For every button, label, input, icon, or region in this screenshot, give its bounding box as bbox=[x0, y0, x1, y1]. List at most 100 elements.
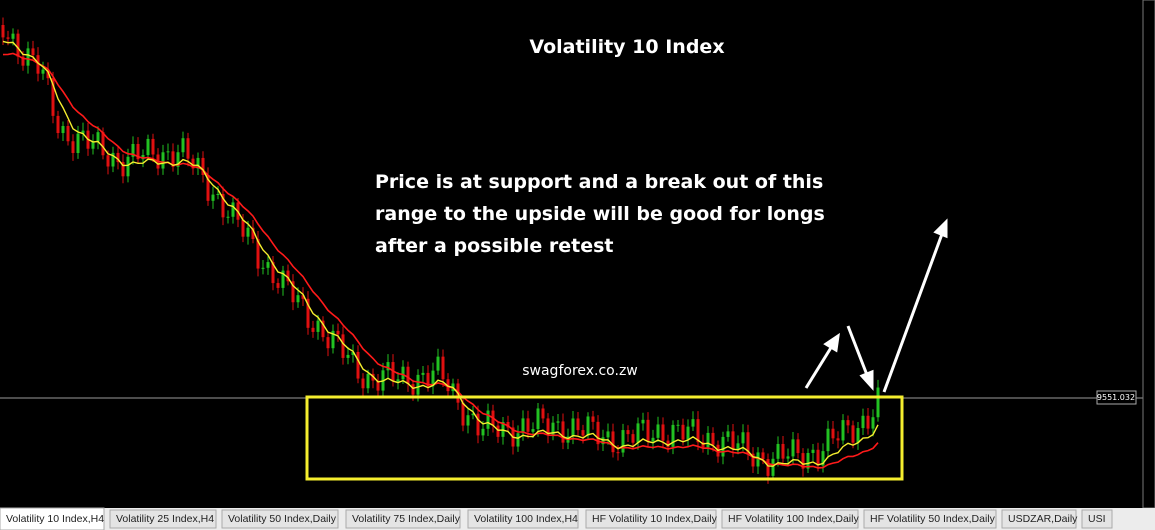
tab[interactable] bbox=[721, 509, 859, 529]
candle-body bbox=[636, 423, 640, 443]
candle-body bbox=[406, 366, 410, 385]
candle-body bbox=[481, 428, 485, 436]
tab-label[interactable]: USI bbox=[1088, 513, 1106, 525]
candle-body bbox=[136, 143, 140, 160]
candle-body bbox=[231, 202, 235, 217]
candle-body bbox=[421, 372, 425, 375]
tab-label[interactable]: Volatility 100 Index,H4 bbox=[474, 513, 578, 525]
candle-body bbox=[21, 56, 25, 66]
candle-body bbox=[431, 370, 435, 387]
watermark: swagforex.co.zw bbox=[522, 363, 638, 379]
candle-body bbox=[466, 415, 470, 426]
candle-body bbox=[571, 418, 575, 437]
candle-body bbox=[11, 33, 15, 39]
candle-body bbox=[691, 419, 695, 427]
candle-body bbox=[111, 152, 115, 167]
candle-body bbox=[361, 378, 365, 389]
candle-body bbox=[176, 152, 180, 167]
candle-body bbox=[116, 152, 120, 163]
annotation-line: range to the upside will be good for lon… bbox=[375, 203, 825, 225]
candles bbox=[1, 17, 880, 484]
tab[interactable] bbox=[109, 509, 217, 529]
candle-body bbox=[181, 138, 185, 153]
candle-body bbox=[216, 194, 220, 196]
candle-body bbox=[51, 78, 55, 116]
candle-body bbox=[526, 418, 530, 432]
price-label-box bbox=[1096, 390, 1137, 405]
candle-body bbox=[841, 420, 845, 441]
candle-body bbox=[26, 48, 30, 66]
candle-body bbox=[461, 402, 465, 426]
candle-body bbox=[756, 452, 760, 467]
candle-body bbox=[311, 327, 315, 332]
candle-body bbox=[561, 421, 565, 443]
tab-label[interactable]: Volatility 10 Index,H4 bbox=[6, 513, 104, 525]
candle-body bbox=[741, 432, 745, 444]
candle-body bbox=[486, 410, 490, 429]
candle-body bbox=[191, 158, 195, 169]
candle-body bbox=[506, 421, 510, 428]
candle-body bbox=[46, 69, 50, 79]
chart-title: Volatility 10 Index bbox=[529, 36, 724, 58]
tab-label[interactable]: HF Volatility 50 Index,Daily bbox=[870, 513, 996, 525]
tab[interactable] bbox=[467, 509, 579, 529]
candle-body bbox=[106, 155, 110, 167]
candle-body bbox=[736, 443, 740, 450]
candle-body bbox=[101, 132, 105, 156]
candle-body bbox=[186, 138, 190, 159]
tabs: Volatility 10 Index,H4 Volatility 25 Inde… bbox=[0, 507, 1113, 530]
candle-body bbox=[641, 419, 645, 424]
candle-body bbox=[411, 384, 415, 395]
candle-body bbox=[746, 432, 750, 454]
candle-body bbox=[296, 295, 300, 303]
candle-body bbox=[76, 133, 80, 154]
candle-body bbox=[606, 431, 610, 438]
candle-body bbox=[796, 439, 800, 454]
tab[interactable] bbox=[221, 509, 339, 529]
tab[interactable] bbox=[345, 509, 461, 529]
candle-body bbox=[791, 439, 795, 457]
candle-body bbox=[96, 132, 100, 142]
candle-body bbox=[596, 421, 600, 445]
price-scale bbox=[1142, 0, 1155, 509]
support-range-box bbox=[305, 395, 904, 481]
candle-body bbox=[601, 437, 605, 445]
tab[interactable] bbox=[1001, 509, 1077, 529]
candle-body bbox=[1, 25, 5, 38]
tab-label[interactable]: HF Volatility 100 Index,Daily bbox=[728, 513, 859, 525]
candle-body bbox=[671, 424, 675, 447]
candle-body bbox=[446, 379, 450, 392]
candle-body bbox=[676, 424, 680, 426]
candle-body bbox=[541, 408, 545, 419]
candle-body bbox=[206, 174, 210, 201]
candle-body bbox=[646, 419, 650, 442]
tab-label[interactable]: Volatility 25 Index,H4 bbox=[116, 513, 214, 525]
candle-body bbox=[321, 320, 325, 338]
candle-body bbox=[816, 449, 820, 466]
candle-body bbox=[661, 424, 665, 441]
candle-body bbox=[261, 267, 265, 269]
candle-body bbox=[16, 33, 20, 57]
tab-label[interactable]: USDZAR,Daily bbox=[1008, 513, 1078, 525]
candle-body bbox=[761, 452, 765, 460]
tab[interactable] bbox=[863, 509, 997, 529]
candle-body bbox=[801, 453, 805, 469]
tab-label[interactable]: Volatility 75 Index,Daily bbox=[352, 513, 461, 525]
candle-body bbox=[826, 428, 830, 452]
candle-body bbox=[271, 262, 275, 284]
candle-body bbox=[91, 141, 95, 149]
candle-body bbox=[161, 152, 165, 169]
candle-body bbox=[766, 459, 770, 476]
tab-label[interactable]: HF Volatility 10 Index,Daily bbox=[592, 513, 718, 525]
candle-body bbox=[416, 374, 420, 395]
candle-body bbox=[6, 37, 10, 39]
moving-average-fast bbox=[2, 40, 879, 467]
tab[interactable] bbox=[1081, 509, 1113, 529]
tab-label[interactable]: Volatility 50 Index,Daily bbox=[228, 513, 337, 525]
candle-body bbox=[711, 432, 715, 445]
candle-body bbox=[496, 425, 500, 437]
tab[interactable] bbox=[585, 509, 717, 529]
candle-body bbox=[41, 69, 45, 74]
tab[interactable] bbox=[0, 507, 105, 530]
